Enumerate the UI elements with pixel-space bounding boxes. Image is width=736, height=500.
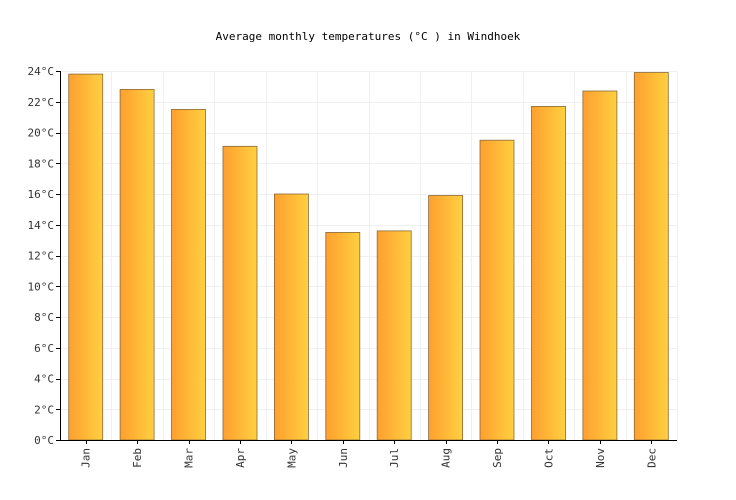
bar-jan: [68, 73, 104, 441]
y-tick-label: 18°C: [28, 157, 55, 170]
chart-title: Average monthly temperatures (°C ) in Wi…: [216, 30, 521, 43]
y-tick-label: 22°C: [28, 96, 55, 109]
bar-jun: [325, 231, 361, 441]
y-tick-label: 4°C: [34, 373, 54, 386]
x-tick-label: Sep: [491, 448, 504, 468]
x-tick-label: Dec: [645, 448, 658, 468]
y-tick-label: 2°C: [34, 403, 54, 416]
bar-jul: [376, 230, 412, 441]
x-tick-label: Nov: [594, 448, 607, 468]
x-tick-label: Aug: [440, 448, 453, 468]
y-tick-label: 0°C: [34, 434, 54, 447]
x-tick-label: Jun: [337, 448, 350, 468]
y-tick-label: 16°C: [28, 188, 55, 201]
bar-mar: [171, 109, 206, 441]
x-tick-label: Jan: [80, 448, 93, 468]
x-tick-label: Mar: [183, 448, 196, 468]
x-tick-label: May: [285, 448, 298, 468]
bar-may: [273, 193, 309, 441]
x-axis-ticks: Jan Feb Mar Apr May Jun Jul Aug Sep Oct Nov Dec: [80, 440, 658, 468]
y-axis-ticks: 0°C 2°C 4°C 6°C 8°C 10°C 12°C 14°C 16°C 18°C 20°C 2…: [28, 65, 60, 447]
x-tick-label: Jul: [388, 448, 401, 468]
y-tick-label: 12°C: [28, 250, 55, 263]
y-tick-label: 8°C: [34, 311, 54, 324]
y-tick-label: 24°C: [28, 65, 55, 78]
y-tick-label: 10°C: [28, 280, 55, 293]
y-tick-label: 6°C: [34, 342, 54, 355]
y-tick-label: 20°C: [28, 127, 55, 140]
x-tick-label: Apr: [234, 448, 247, 468]
bar-sep: [479, 139, 515, 441]
bar-dec: [633, 72, 669, 441]
bar-oct: [531, 106, 566, 441]
bar-nov: [582, 90, 618, 441]
y-tick-label: 14°C: [28, 219, 55, 232]
bars: [68, 72, 669, 441]
x-tick-label: Oct: [542, 448, 555, 468]
x-tick-label: Feb: [131, 448, 144, 468]
bar-apr: [222, 145, 258, 441]
bar-feb: [119, 89, 155, 441]
bar-aug: [428, 195, 464, 441]
